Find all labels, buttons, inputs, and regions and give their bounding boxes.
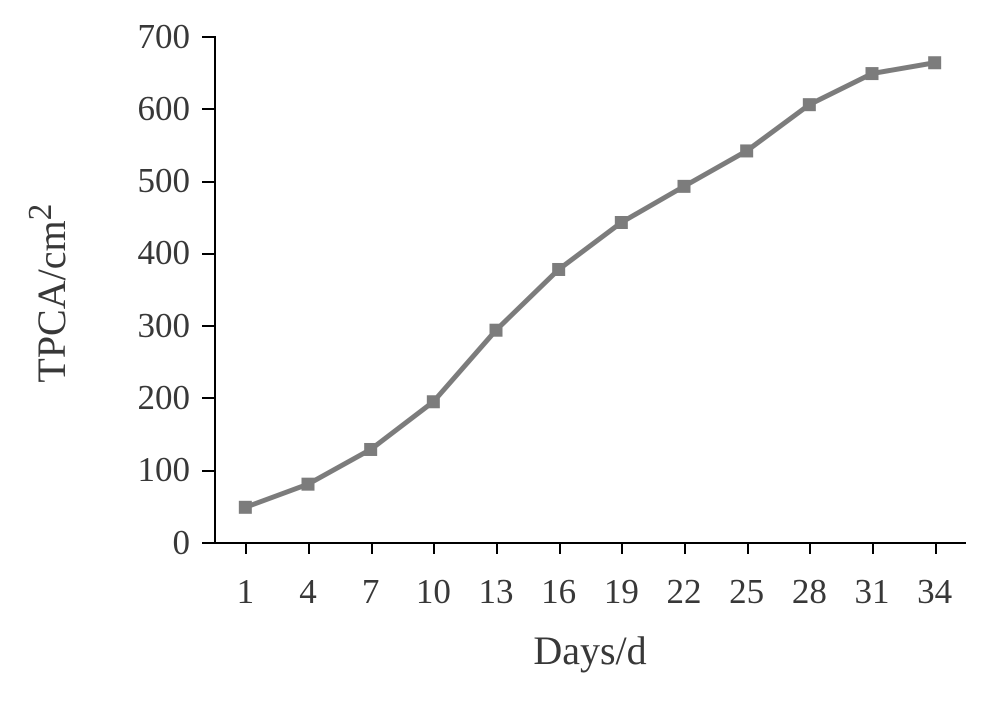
- data-marker: [803, 98, 816, 111]
- y-tick-mark: [202, 325, 214, 327]
- data-marker: [928, 56, 941, 69]
- y-axis-title: TPCA/cm2: [24, 143, 72, 443]
- tpca-line-chart: 0 100 200 300 400 500 600 700 14710131619222528…: [0, 0, 1000, 718]
- series-line: [245, 63, 934, 508]
- x-tick-mark: [433, 542, 435, 554]
- x-tick-label: 10: [403, 574, 463, 609]
- data-marker: [552, 263, 565, 276]
- y-tick-mark: [202, 108, 214, 110]
- x-tick-mark: [245, 542, 247, 554]
- x-tick-mark: [935, 542, 937, 554]
- y-axis-line: [214, 36, 216, 542]
- x-axis-title: Days/d: [440, 631, 740, 671]
- x-axis-line: [214, 542, 966, 544]
- x-tick-label: 22: [654, 574, 714, 609]
- x-tick-label: 34: [905, 574, 965, 609]
- x-tick-mark: [559, 542, 561, 554]
- x-tick-mark: [308, 542, 310, 554]
- data-marker: [490, 324, 503, 337]
- y-tick-mark: [202, 470, 214, 472]
- y-tick-mark: [202, 253, 214, 255]
- y-tick-mark: [202, 181, 214, 183]
- y-tick-label: 600: [100, 91, 190, 126]
- x-tick-mark: [371, 542, 373, 554]
- data-marker: [740, 144, 753, 157]
- data-marker: [364, 443, 377, 456]
- data-marker: [427, 395, 440, 408]
- y-tick-label: 400: [100, 235, 190, 270]
- x-tick-label: 4: [278, 574, 338, 609]
- data-marker: [678, 180, 691, 193]
- x-tick-label: 1: [215, 574, 275, 609]
- data-marker: [302, 478, 315, 491]
- x-tick-label: 16: [529, 574, 589, 609]
- data-marker: [615, 216, 628, 229]
- data-marker: [866, 67, 879, 80]
- x-tick-label: 13: [466, 574, 526, 609]
- x-tick-label: 31: [842, 574, 902, 609]
- x-tick-mark: [872, 542, 874, 554]
- x-tick-label: 19: [591, 574, 651, 609]
- y-tick-mark: [202, 36, 214, 38]
- y-tick-label: 100: [100, 452, 190, 487]
- x-tick-mark: [809, 542, 811, 554]
- y-tick-mark: [202, 397, 214, 399]
- x-tick-label: 25: [717, 574, 777, 609]
- y-tick-label: 300: [100, 308, 190, 343]
- data-marker: [239, 501, 252, 514]
- x-tick-label: 28: [779, 574, 839, 609]
- x-tick-label: 7: [341, 574, 401, 609]
- y-tick-label: 500: [100, 163, 190, 198]
- x-tick-mark: [684, 542, 686, 554]
- y-tick-mark: [202, 542, 214, 544]
- y-tick-label: 0: [100, 525, 190, 560]
- y-tick-label: 200: [100, 380, 190, 415]
- y-tick-label: 700: [100, 19, 190, 54]
- x-tick-mark: [496, 542, 498, 554]
- x-tick-mark: [621, 542, 623, 554]
- x-tick-mark: [747, 542, 749, 554]
